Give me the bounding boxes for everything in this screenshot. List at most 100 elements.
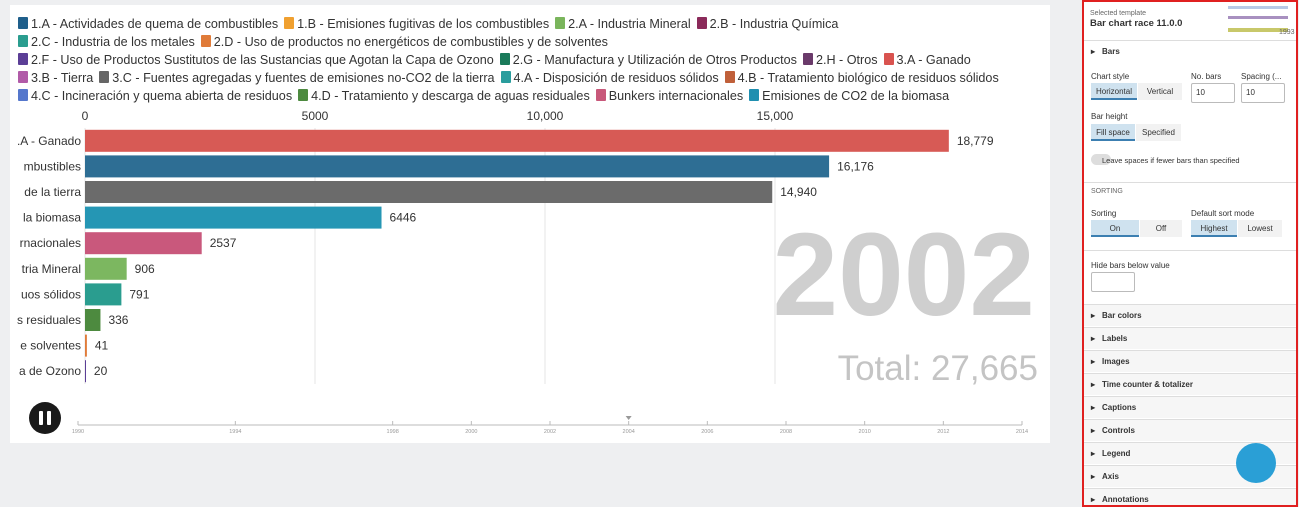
legend-label: 2.G - Manufactura y Utilización de Otros… xyxy=(512,53,797,67)
thumb-year: 1993 xyxy=(1279,29,1295,36)
legend-swatch xyxy=(749,89,760,101)
section-header[interactable]: Time counter & totalizer xyxy=(1084,373,1296,396)
legend-item: 3.C - Fuentes agregadas y fuentes de emi… xyxy=(99,69,495,87)
y-tick-label: a de Ozono xyxy=(19,364,81,378)
button[interactable]: Vertical xyxy=(1138,83,1182,100)
label: Bar height xyxy=(1091,112,1128,121)
legend-label: 2.H - Otros xyxy=(815,53,878,67)
legend-swatch xyxy=(802,53,813,65)
data-label: 20 xyxy=(94,364,108,378)
legend-swatch xyxy=(883,53,894,65)
bar xyxy=(85,257,127,280)
section-header[interactable]: Images xyxy=(1084,350,1296,373)
input[interactable]: 10 xyxy=(1191,83,1235,103)
y-tick-label: e solventes xyxy=(20,339,81,353)
y-tick-label: tria Mineral xyxy=(22,262,81,276)
label: No. bars xyxy=(1191,72,1222,81)
section-header[interactable]: Controls xyxy=(1084,419,1296,442)
section-header[interactable]: Labels xyxy=(1084,327,1296,350)
legend-swatch xyxy=(18,89,28,101)
legend-swatch xyxy=(499,53,510,65)
data-label: 6446 xyxy=(390,211,417,225)
button[interactable]: Horizontal xyxy=(1091,83,1137,100)
bar xyxy=(85,206,382,229)
legend-item: 4.A - Disposición de residuos sólidos xyxy=(500,69,719,87)
label: Sorting xyxy=(1091,209,1117,218)
bar xyxy=(85,155,830,178)
legend-label: Emisiones de CO2 de la biomasa xyxy=(762,89,950,103)
legend-item: 2.G - Manufactura y Utilización de Otros… xyxy=(499,51,797,69)
y-tick-label: rnacionales xyxy=(20,236,81,250)
x-tick-label: 0 xyxy=(82,109,89,123)
legend-item: 2.C - Industria de los metales xyxy=(18,33,195,51)
x-tick-label: 15,000 xyxy=(757,109,794,123)
bar xyxy=(85,283,122,306)
section-header[interactable]: Annotations xyxy=(1084,488,1296,505)
legend-label: 1.A - Actividades de quema de combustibl… xyxy=(31,17,279,31)
button[interactable]: Specified xyxy=(1136,124,1181,141)
legend-item: 2.A - Industria Mineral xyxy=(555,15,691,33)
label: Default sort mode xyxy=(1191,209,1255,218)
pause-button[interactable] xyxy=(29,402,61,434)
label: Chart style xyxy=(1091,72,1130,81)
legend-label: 3.B - Tierra xyxy=(31,71,94,85)
input[interactable]: 10 xyxy=(1241,83,1285,103)
label: Spacing (... xyxy=(1241,72,1282,81)
divider xyxy=(1084,250,1296,251)
bar xyxy=(85,129,949,152)
timeline-label: 1998 xyxy=(387,429,399,435)
legend: 1.A - Actividades de quema de combustibl… xyxy=(18,15,1018,105)
legend-swatch xyxy=(555,17,566,29)
legend-item: 2.F - Uso de Productos Sustitutos de las… xyxy=(18,51,494,69)
legend-label: 2.B - Industria Química xyxy=(709,17,839,31)
legend-item: 1.A - Actividades de quema de combustibl… xyxy=(18,15,278,33)
help-button[interactable] xyxy=(1236,443,1276,483)
timeline-label: 1990 xyxy=(72,429,84,435)
button[interactable]: Lowest xyxy=(1238,220,1282,237)
legend-label: 3.A - Ganado xyxy=(896,53,971,67)
toggle[interactable] xyxy=(1091,154,1111,165)
legend-label: 4.B - Tratamiento biológico de residuos … xyxy=(737,71,999,85)
pause-icon xyxy=(39,411,43,425)
legend-label: 2.F - Uso de Productos Sustitutos de las… xyxy=(31,53,494,67)
timeline-label: 2010 xyxy=(859,429,871,435)
x-tick-label: 10,000 xyxy=(527,109,564,123)
legend-swatch xyxy=(200,35,211,47)
legend-item: 2.H - Otros xyxy=(802,51,878,69)
timeline-label: 2004 xyxy=(623,429,635,435)
section-header[interactable]: Bars xyxy=(1084,40,1296,63)
data-label: 791 xyxy=(129,287,149,301)
data-label: 906 xyxy=(135,262,155,276)
pause-icon xyxy=(47,411,51,425)
button[interactable]: Highest xyxy=(1191,220,1237,237)
legend-label: 2.C - Industria de los metales xyxy=(31,35,195,49)
button[interactable]: Fill space xyxy=(1091,124,1135,141)
section-header[interactable]: Bar colors xyxy=(1084,304,1296,327)
total: Total: 27,665 xyxy=(838,349,1038,388)
legend-swatch xyxy=(18,53,28,65)
bar xyxy=(85,181,773,203)
thumbnail xyxy=(1228,6,1288,38)
legend-swatch xyxy=(284,17,295,29)
legend-item: 4.C - Incineración y quema abierta de re… xyxy=(18,87,292,105)
button[interactable]: Off xyxy=(1140,220,1182,237)
section-header[interactable]: Captions xyxy=(1084,396,1296,419)
legend-label: 3.C - Fuentes agregadas y fuentes de emi… xyxy=(112,71,495,85)
legend-item: Bunkers internacionales xyxy=(595,87,743,105)
input[interactable] xyxy=(1091,272,1135,292)
data-label: 2537 xyxy=(210,236,237,250)
button[interactable]: On xyxy=(1091,220,1139,237)
data-label: 16,176 xyxy=(837,159,874,173)
legend-item: 1.B - Emisiones fugitivas de los combust… xyxy=(284,15,549,33)
y-tick-label: de la tierra xyxy=(24,185,81,199)
legend-swatch xyxy=(18,35,28,47)
template-name[interactable]: Bar chart race 11.0.0 xyxy=(1090,18,1183,29)
data-label: 336 xyxy=(108,313,128,327)
legend-item: 2.B - Industria Química xyxy=(696,15,839,33)
legend-item: Emisiones de CO2 de la biomasa xyxy=(749,87,949,105)
legend-label: 2.D - Uso de productos no energéticos de… xyxy=(213,35,608,49)
timeline-label: 2006 xyxy=(701,429,713,435)
legend-item: 3.A - Ganado xyxy=(883,51,971,69)
legend-item: 4.B - Tratamiento biológico de residuos … xyxy=(724,69,999,87)
legend-swatch xyxy=(18,71,28,83)
